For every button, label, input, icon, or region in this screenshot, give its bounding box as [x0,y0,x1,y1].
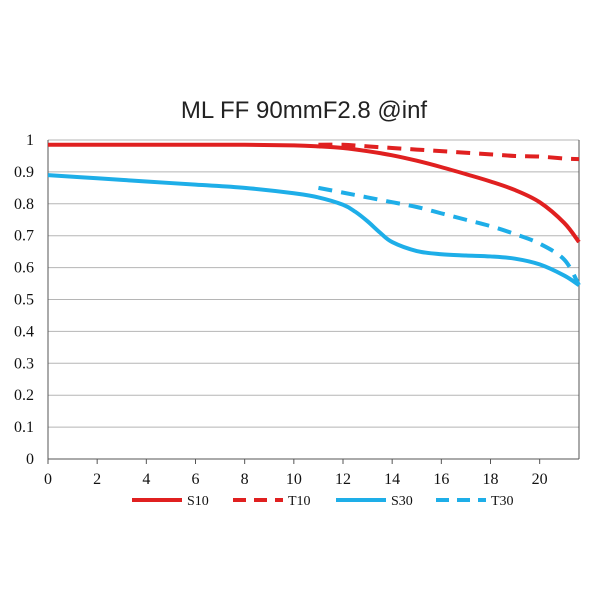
y-tick-label: 0.8 [14,196,34,213]
series-line-s30 [47,173,581,287]
y-tick-label: 0.1 [14,419,34,436]
y-tick-label: 0.7 [14,228,34,245]
series-line-t30 [318,185,581,287]
x-tick-label: 14 [384,471,400,488]
y-tick-label: 0.4 [14,323,34,340]
x-tick-label: 10 [286,471,302,488]
legend-label-t30: T30 [491,494,514,509]
legend-label-s10: S10 [187,494,209,509]
y-tick-label: 0 [26,451,34,468]
x-tick-label: 6 [192,471,200,488]
series-lines [47,142,581,287]
y-tick-label: 1 [26,132,34,149]
y-tick-label: 0.9 [14,164,34,181]
series-line-s10 [48,142,581,244]
chart-title: ML FF 90mmF2.8 @inf [181,97,428,124]
x-tick-label: 8 [241,471,249,488]
grid [48,139,579,428]
legend-label-s30: S30 [391,494,413,509]
x-tick-label: 2 [93,471,101,488]
y-tick-label: 0.6 [14,260,34,277]
x-tick-label: 4 [142,471,150,488]
x-tick-label: 18 [483,471,499,488]
tick-labels: 00.10.20.30.40.50.60.70.80.910 2 4 6 8 10 12 14… [14,132,548,488]
axes [47,140,580,464]
legend: S10 T10 S30 T30 [132,494,514,509]
x-tick-label: 16 [433,471,449,488]
x-tick-label: 20 [532,471,548,488]
legend-label-t10: T10 [288,494,311,509]
series-line-t10 [318,142,580,162]
x-tick-label: 0 [44,471,52,488]
y-tick-label: 0.2 [14,387,34,404]
y-tick-label: 0.3 [14,355,34,372]
x-tick-label: 12 [335,471,351,488]
y-tick-label: 0.5 [14,292,34,309]
